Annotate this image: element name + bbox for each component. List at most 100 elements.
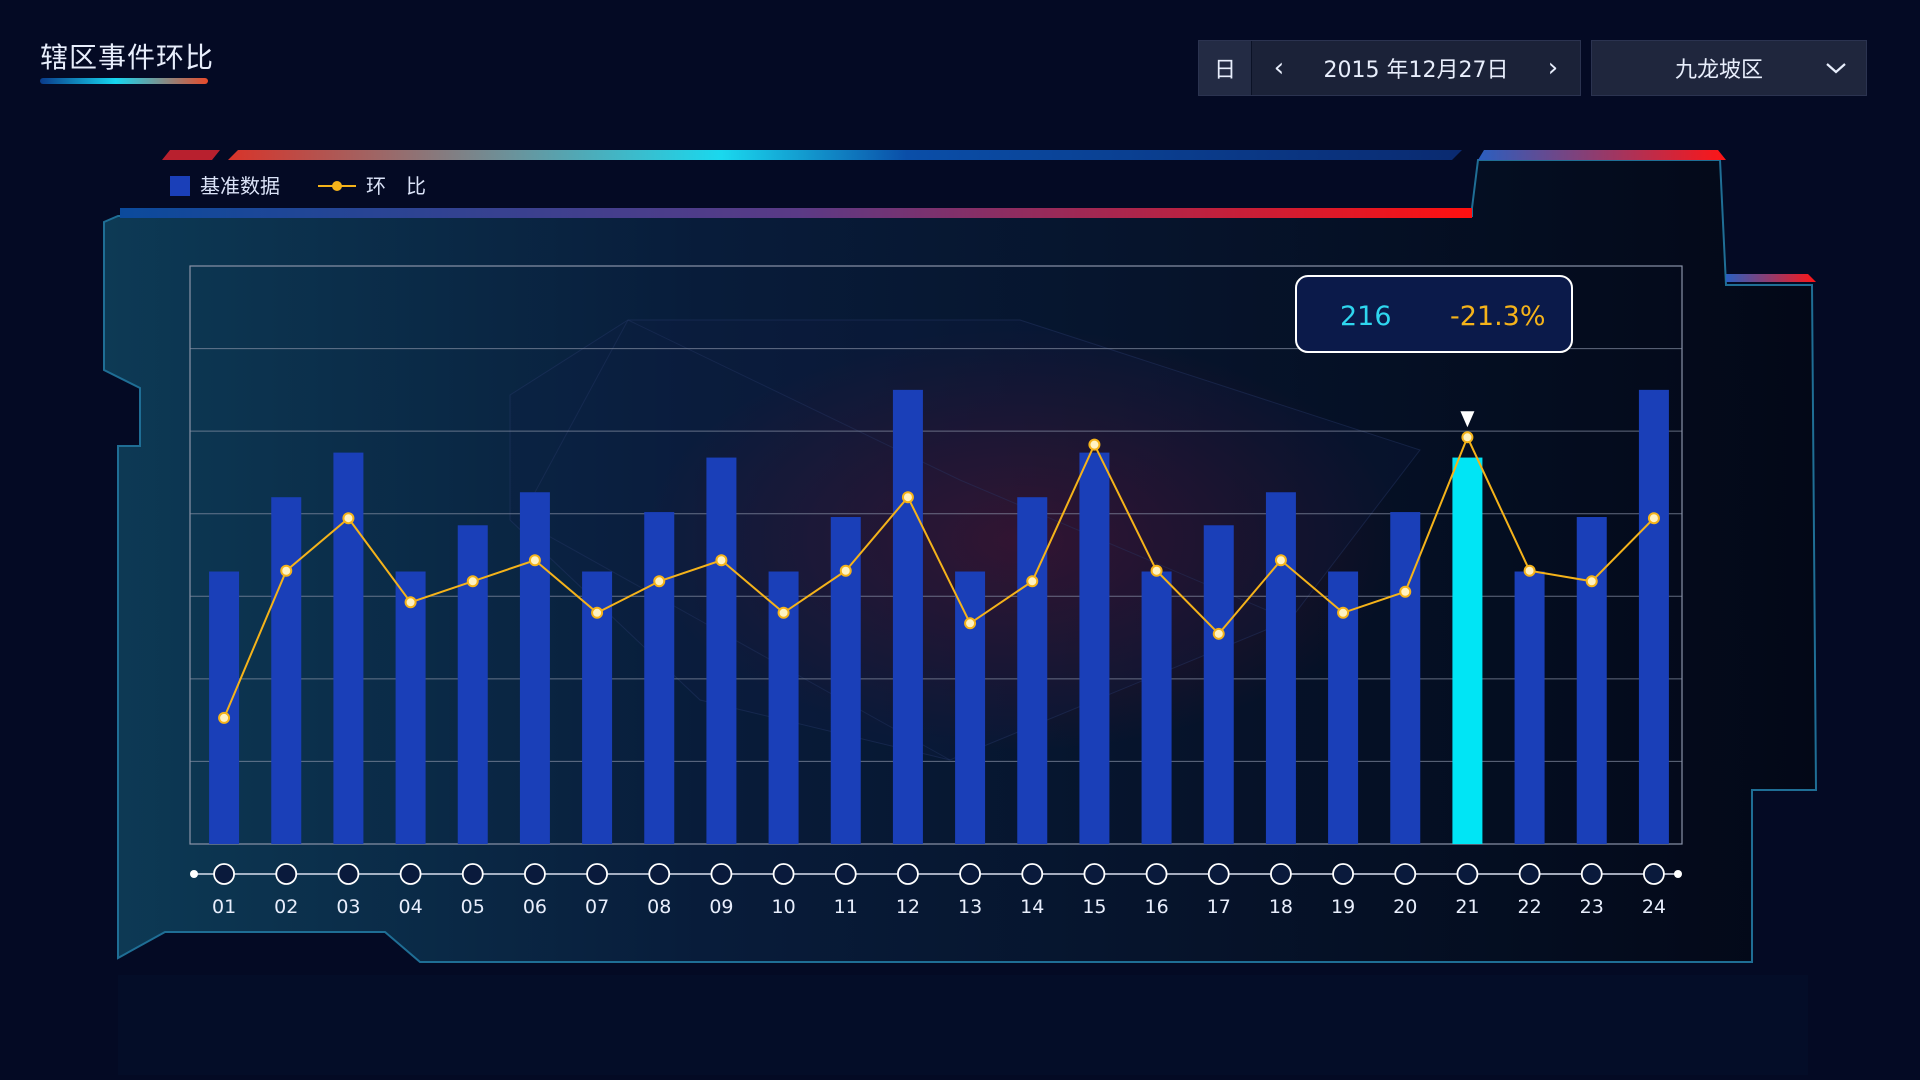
x-axis: 01 02 03 04 05 06 07 08 09 10 11 12 13 14 15 16 17 18 19 20…	[190, 863, 1682, 918]
bar[interactable]	[395, 571, 426, 844]
line-point[interactable]	[218, 711, 231, 724]
axis-node[interactable]	[834, 863, 857, 885]
axis-node[interactable]	[1270, 863, 1292, 885]
axis-end-dot	[1674, 870, 1682, 878]
line-point[interactable]	[466, 575, 479, 588]
x-tick-label: 06	[523, 896, 547, 918]
page-title: 辖区事件环比	[40, 41, 215, 74]
tooltip: 216 -21.3%	[1295, 275, 1573, 428]
line-point[interactable]	[1461, 431, 1474, 444]
chevron-down-icon	[1806, 62, 1866, 74]
bar[interactable]	[1514, 571, 1545, 844]
tooltip-box	[1295, 275, 1573, 353]
bar[interactable]	[1141, 571, 1172, 844]
x-tick-label: 10	[771, 896, 795, 918]
line-point[interactable]	[1523, 564, 1536, 577]
chevron-left-icon[interactable]: ‹	[1273, 53, 1285, 83]
bar[interactable]	[892, 389, 923, 844]
bar[interactable]	[1638, 389, 1669, 844]
line-point[interactable]	[964, 617, 977, 630]
bar[interactable]	[955, 571, 986, 844]
bar[interactable]	[1203, 525, 1234, 844]
x-tick-label: 01	[212, 896, 236, 918]
axis-node[interactable]	[1394, 863, 1417, 885]
tooltip-pointer	[1460, 411, 1475, 428]
axis-node[interactable]	[461, 863, 484, 885]
bar[interactable]	[1390, 512, 1421, 844]
line-series	[218, 431, 1660, 724]
bar[interactable]	[333, 452, 364, 844]
bar-series	[209, 389, 1669, 844]
x-tick-label: 09	[709, 896, 733, 918]
line-point[interactable]	[280, 564, 293, 577]
line-point[interactable]	[1337, 606, 1350, 619]
bar[interactable]	[706, 457, 737, 844]
legend-bar-swatch	[170, 176, 190, 196]
line-point[interactable]	[1274, 554, 1287, 567]
line-point[interactable]	[777, 606, 790, 619]
line-point[interactable]	[342, 512, 355, 525]
bar[interactable]	[1017, 497, 1048, 844]
axis-node[interactable]	[648, 863, 671, 885]
line-point[interactable]	[1585, 575, 1598, 588]
bar[interactable]	[1265, 492, 1296, 844]
axis-node[interactable]	[275, 863, 298, 885]
axis-node[interactable]	[524, 863, 546, 885]
line-point[interactable]	[901, 491, 914, 504]
line-point[interactable]	[1399, 585, 1412, 598]
bar[interactable]	[271, 497, 302, 844]
bar[interactable]	[519, 492, 550, 844]
x-tick-label: 20	[1393, 896, 1417, 918]
x-tick-label: 15	[1082, 896, 1106, 918]
line-point[interactable]	[591, 606, 604, 619]
chevron-right-icon[interactable]: ›	[1547, 53, 1559, 83]
axis-node[interactable]	[897, 863, 919, 885]
district-select[interactable]: 九龙坡区	[1591, 40, 1867, 96]
line-point[interactable]	[1150, 564, 1163, 577]
line-point[interactable]	[1212, 627, 1225, 640]
line-point[interactable]	[839, 564, 852, 577]
line-point[interactable]	[715, 554, 728, 567]
line-point[interactable]	[528, 554, 541, 567]
axis-node[interactable]	[772, 863, 795, 885]
axis-node[interactable]	[1083, 863, 1106, 885]
axis-node[interactable]	[1332, 863, 1354, 885]
x-tick-label: 13	[958, 896, 982, 918]
x-tick-label: 12	[896, 896, 920, 918]
axis-node[interactable]	[399, 863, 422, 885]
x-tick-label: 16	[1144, 896, 1168, 918]
bar[interactable]	[457, 525, 488, 844]
line-point[interactable]	[404, 596, 417, 609]
bar[interactable]	[644, 512, 675, 844]
legend-line-label: 环 比	[366, 174, 426, 198]
axis-node[interactable]	[1021, 863, 1044, 885]
date-display[interactable]: 2015 年12月27日	[1323, 58, 1509, 83]
axis-node[interactable]	[213, 863, 235, 885]
title-underline	[40, 78, 208, 84]
axis-node[interactable]	[710, 863, 733, 885]
x-tick-label: 07	[585, 896, 609, 918]
axis-node[interactable]	[337, 863, 360, 885]
axis-node[interactable]	[1145, 863, 1168, 885]
axis-node[interactable]	[1580, 863, 1603, 885]
x-tick-label: 04	[398, 896, 422, 918]
bar[interactable]	[1452, 457, 1483, 844]
bar[interactable]	[1079, 452, 1110, 844]
x-tick-label: 24	[1642, 896, 1666, 918]
period-day-button[interactable]: 日	[1199, 41, 1252, 95]
axis-node[interactable]	[959, 863, 981, 885]
line-point[interactable]	[1647, 512, 1660, 525]
axis-node[interactable]	[1518, 863, 1541, 885]
axis-node[interactable]	[1456, 863, 1479, 885]
line-point[interactable]	[1026, 575, 1039, 588]
bar[interactable]	[1576, 517, 1607, 844]
ratio-line	[223, 434, 1655, 719]
x-tick-label: 21	[1455, 896, 1479, 918]
axis-node[interactable]	[586, 863, 608, 885]
axis-node[interactable]	[1207, 863, 1230, 885]
bar[interactable]	[209, 571, 240, 844]
line-point[interactable]	[1088, 438, 1101, 451]
line-point[interactable]	[653, 575, 666, 588]
axis-node[interactable]	[1643, 863, 1665, 885]
